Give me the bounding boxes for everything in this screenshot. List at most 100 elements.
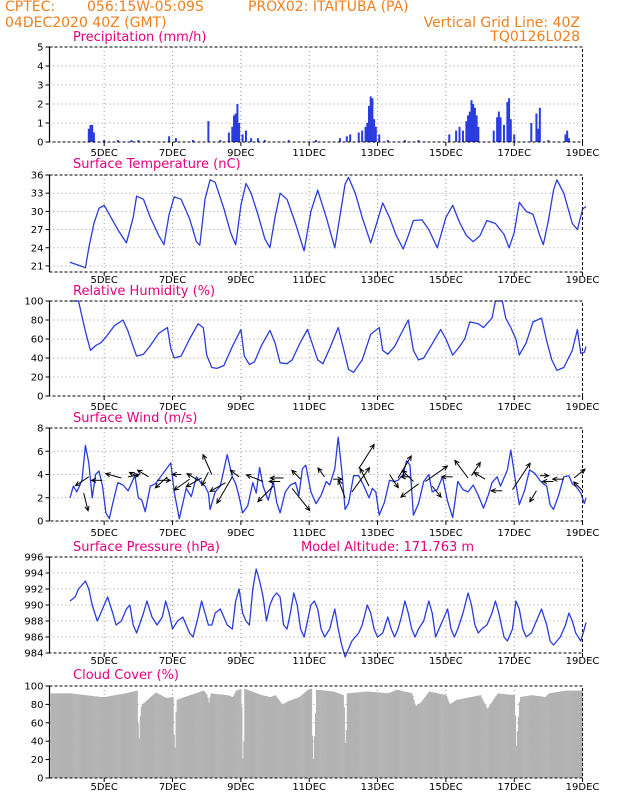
cloud-bar (283, 703, 285, 778)
relative-humidity-panel: 0 20 40 60 80 100 5DEC 7DEC 9DEC 11DEC 13DEC 15DEC 1… (24, 284, 599, 413)
cloud-bar (52, 693, 54, 778)
cloud-bar (50, 693, 52, 778)
cloud-bar (518, 701, 521, 778)
y-tick-label: 8 (37, 424, 43, 435)
wind-arrow (317, 467, 325, 478)
wind-arrow (173, 478, 190, 491)
x-tick-label: 19DEC (566, 528, 600, 539)
cloud-bar (259, 694, 261, 778)
y-tick-label: 3 (37, 81, 43, 92)
cloud-bar (270, 696, 273, 778)
cloud-bar (553, 692, 556, 778)
cloud-bar (331, 691, 333, 778)
cloud-bar (203, 690, 205, 778)
cloud-bar (508, 694, 510, 778)
wind-arrow (257, 485, 274, 503)
cloud-bar (196, 693, 198, 778)
y-tick-label: 80 (31, 700, 44, 711)
cloud-bar (183, 697, 186, 778)
y-tick-label: 27 (31, 225, 44, 236)
cloud-bar (244, 688, 246, 778)
cloud-bar (178, 698, 180, 778)
cloud-bar (258, 694, 260, 778)
cloud-bar (211, 693, 213, 778)
precip-bar (374, 126, 377, 142)
surface-pressure-line (69, 568, 587, 658)
cloud-bar (54, 693, 56, 778)
cloud-bar (184, 696, 187, 778)
cloud-bar (55, 693, 57, 778)
wind-arrow (401, 469, 414, 482)
cloud-bar (325, 690, 327, 778)
cloud-bar (277, 697, 279, 778)
cloud-bar (287, 701, 289, 778)
cloud-bar (425, 695, 427, 778)
cloud-bar (568, 690, 570, 778)
cloud-bar (364, 691, 366, 778)
cloud-bar (281, 703, 283, 778)
cloud-bar (337, 693, 339, 778)
cloud-bar (446, 696, 448, 778)
cloud-bar (548, 693, 550, 778)
cloud-bar (267, 696, 270, 778)
surface-wind-title: Surface Wind (m/s) (73, 411, 197, 426)
cloud-bar (120, 694, 122, 778)
cloud-bar (546, 695, 548, 778)
cloud-bar (441, 694, 443, 778)
cloud-bar (79, 694, 81, 778)
cloud-bar (358, 692, 360, 778)
precip-bar (472, 104, 475, 142)
cloud-bar (454, 700, 456, 778)
cloud-bar (142, 703, 145, 778)
cloud-bar (574, 690, 576, 778)
cloud-bar (429, 691, 432, 778)
y-tick-label: 990 (24, 601, 43, 612)
cloud-bar (81, 694, 83, 778)
cloud-bar (416, 705, 418, 778)
cloud-bar (359, 692, 361, 778)
header-location: PROX02: ITAITUBA (PA) (248, 0, 409, 15)
cloud-bar (260, 694, 262, 778)
cloud-bar (212, 693, 214, 778)
cloud-bar (344, 743, 346, 778)
cloud-bar (504, 694, 506, 778)
cloud-bar (189, 695, 192, 778)
cloud-bar (221, 694, 223, 778)
x-tick-label: 15DEC (429, 528, 463, 539)
x-tick-label: 15DEC (429, 402, 463, 413)
precip-bar (364, 126, 367, 142)
x-tick-label: 13DEC (361, 148, 395, 159)
wind-arrow (551, 476, 564, 482)
cloud-bar (332, 691, 334, 778)
cloud-bar (335, 692, 337, 778)
cloud-bar (319, 690, 321, 778)
cloud-bar (542, 696, 544, 778)
y-tick-label: 2 (37, 100, 43, 111)
cloud-bar (458, 699, 460, 778)
cloud-bar (82, 694, 84, 778)
cloud-bar (261, 695, 263, 778)
cloud-bar (432, 692, 435, 778)
cloud-bar (155, 692, 157, 778)
cloud-bar (295, 698, 297, 778)
cloud-bar (230, 696, 233, 778)
wind-arrow (136, 469, 149, 478)
cloud-bar (391, 691, 394, 778)
cloud-bar (336, 692, 338, 778)
cloud-bar (485, 705, 487, 778)
cloud-bar (131, 691, 133, 778)
cloud-bar (474, 696, 477, 778)
x-tick-label: 17DEC (497, 656, 531, 667)
precip-bar (513, 134, 516, 142)
x-tick-label: 11DEC (292, 782, 326, 793)
cloud-bar (169, 697, 171, 778)
cloud-bar (206, 694, 208, 778)
precip-bar (373, 119, 376, 142)
cloud-bar (426, 694, 428, 778)
x-tick-label: 5DEC (90, 275, 117, 286)
precip-bar (174, 138, 177, 142)
precip-bar (367, 105, 370, 142)
cloud-bar (246, 689, 248, 778)
cloud-bar (420, 702, 422, 778)
cloud-bar (297, 697, 299, 778)
